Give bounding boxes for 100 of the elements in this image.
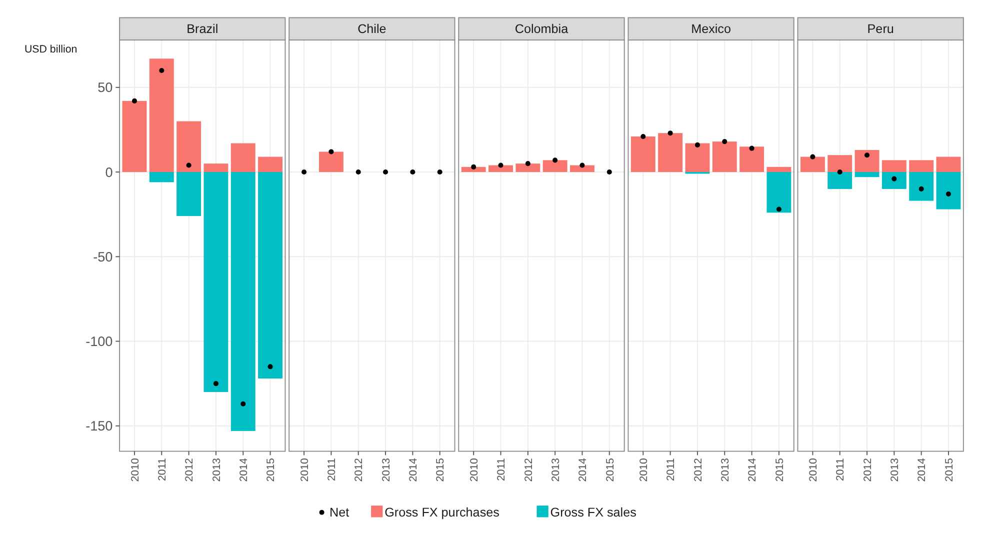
chart-title: Brazil (186, 22, 218, 36)
x-tick-label: 2014 (238, 458, 250, 482)
legend-label: Gross FX purchases (384, 505, 500, 520)
x-tick-label: 2014 (916, 458, 928, 482)
point (776, 206, 782, 212)
chart-title: Chile (358, 22, 386, 36)
x-tick-label: 2010 (468, 458, 480, 482)
bar (854, 172, 880, 178)
bar (461, 166, 486, 172)
x-tick-label: 2014 (746, 458, 759, 482)
bar (740, 146, 764, 172)
bar (230, 143, 256, 172)
point (694, 142, 700, 148)
x-tick-label: 2013 (550, 458, 562, 482)
point (918, 186, 924, 192)
bar (542, 160, 568, 172)
bar (570, 165, 594, 172)
point (668, 130, 673, 136)
chart-title: Mexico (691, 22, 731, 36)
bar (176, 172, 202, 216)
bar (230, 172, 256, 431)
bar (149, 172, 174, 182)
point (810, 154, 816, 160)
x-tick-label: 2010 (808, 458, 820, 482)
bar (122, 100, 147, 172)
bar (909, 160, 934, 172)
x-tick-label: 2015 (774, 458, 786, 482)
bar (176, 121, 202, 172)
y-axis-title: USD billion (24, 44, 78, 56)
x-tick-label: 2011 (326, 458, 338, 481)
point (722, 139, 728, 144)
point (892, 176, 897, 182)
point (471, 164, 476, 170)
x-tick-label: 2013 (210, 458, 223, 482)
legend-label: Net (330, 505, 350, 520)
x-tick-label: 2015 (265, 458, 278, 482)
x-tick-label: 2012 (184, 458, 196, 482)
y-tick-label: -150 (86, 418, 114, 434)
point (213, 381, 218, 386)
point (132, 98, 137, 104)
x-tick-label: 2015 (604, 458, 616, 482)
bar (828, 155, 852, 172)
x-tick-label: 2014 (577, 458, 590, 482)
point (240, 401, 246, 406)
x-tick-label: 2010 (129, 458, 142, 482)
x-tick-label: 2013 (380, 458, 392, 482)
bar (204, 164, 228, 172)
legend-label: Gross FX sales (550, 505, 636, 520)
bar (800, 156, 825, 172)
bar (882, 172, 906, 189)
bar (488, 165, 513, 172)
x-tick-label: 2011 (156, 458, 169, 481)
bar (936, 156, 961, 172)
point (268, 364, 273, 370)
bar (766, 172, 792, 213)
bar (516, 164, 540, 172)
x-tick-label: 2011 (665, 458, 678, 481)
bar (882, 160, 906, 172)
bar (258, 172, 282, 379)
point (749, 146, 754, 151)
bar (854, 150, 880, 172)
bar (712, 142, 737, 172)
point (498, 162, 504, 168)
bar (258, 156, 282, 172)
point (837, 170, 842, 175)
y-tick-label: 0 (105, 164, 114, 180)
bar (766, 166, 792, 172)
bar (685, 143, 710, 172)
chart-title: Colombia (514, 22, 568, 36)
point (580, 162, 585, 168)
point (552, 158, 558, 163)
bar (149, 58, 174, 172)
x-tick-label: 2011 (496, 458, 508, 481)
bar (828, 172, 852, 189)
x-tick-label: 2012 (692, 458, 704, 482)
point (640, 134, 646, 140)
x-tick-label: 2012 (522, 458, 535, 482)
x-tick-label: 2010 (298, 458, 311, 482)
y-tick-label: -50 (93, 249, 114, 264)
point (606, 170, 612, 175)
bar (658, 133, 683, 172)
x-tick-label: 2010 (638, 458, 650, 482)
x-tick-label: 2012 (862, 458, 874, 482)
y-tick-label: 50 (98, 80, 114, 96)
bar (936, 172, 961, 210)
x-tick-label: 2011 (834, 458, 847, 481)
x-tick-label: 2014 (408, 458, 420, 482)
point (946, 192, 952, 197)
bar (630, 136, 656, 172)
point (864, 152, 870, 158)
chart-title: Peru (867, 22, 894, 36)
point (186, 162, 192, 168)
x-tick-label: 2012 (353, 458, 366, 482)
bar (204, 172, 228, 392)
point (159, 68, 164, 73)
x-tick-label: 2015 (434, 458, 447, 482)
x-tick-label: 2015 (943, 458, 956, 482)
x-tick-label: 2013 (719, 458, 732, 482)
y-tick-label: -100 (86, 334, 114, 350)
x-tick-label: 2013 (889, 458, 902, 482)
